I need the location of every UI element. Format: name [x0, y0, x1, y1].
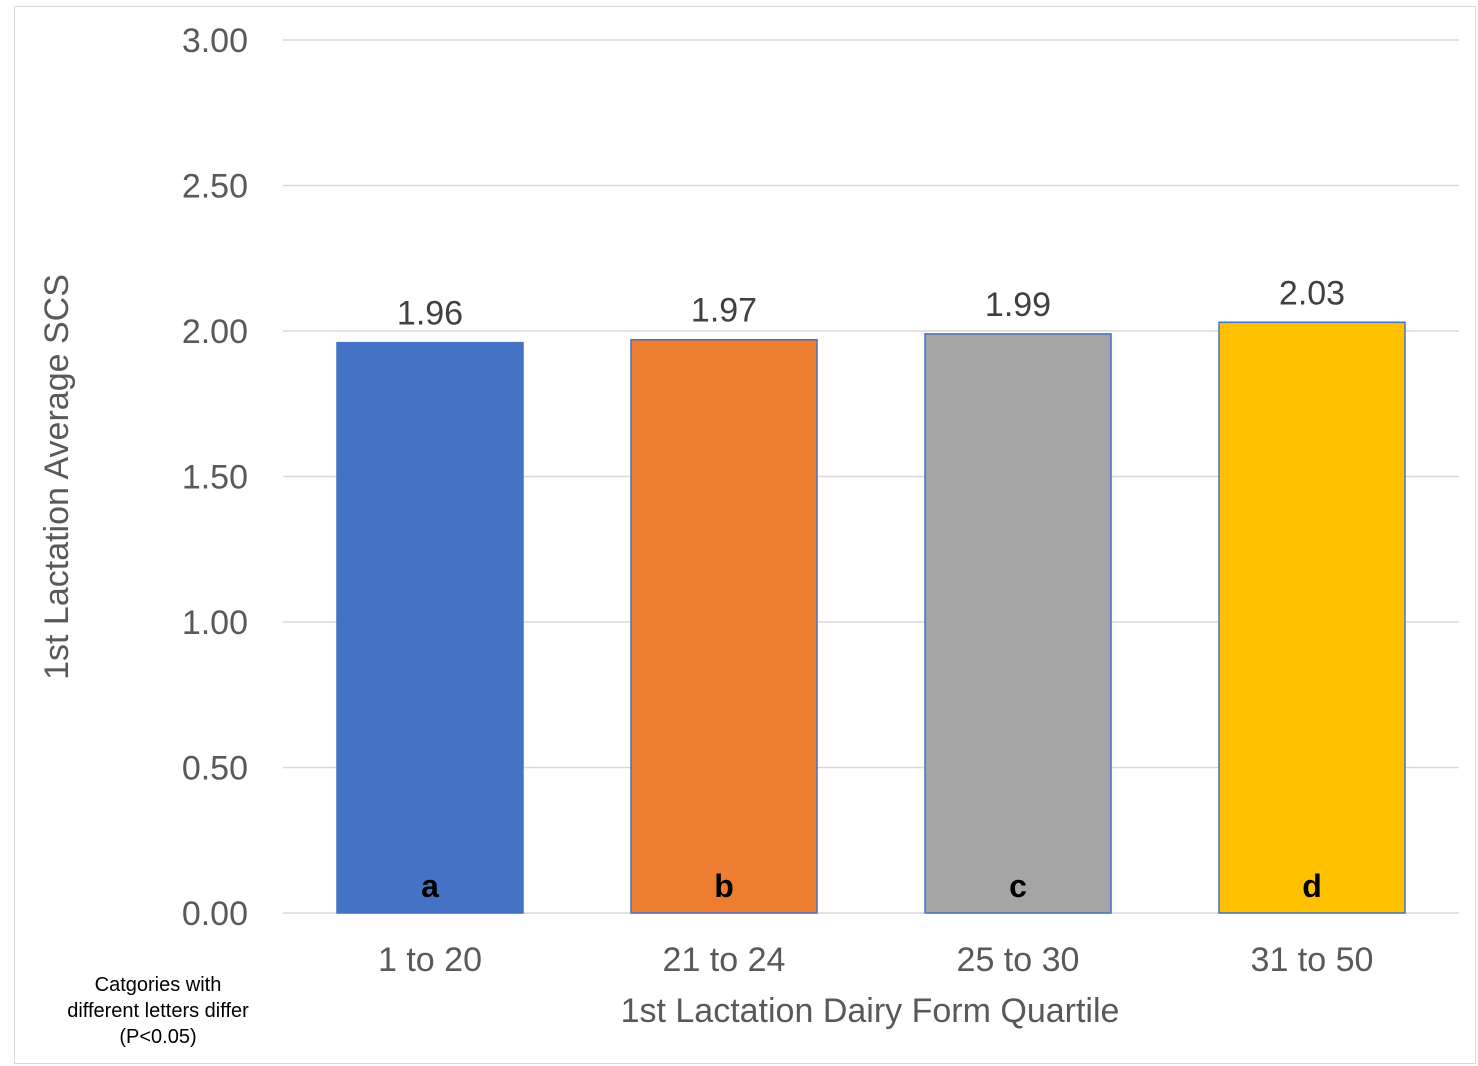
y-tick-label: 0.00	[182, 895, 248, 933]
y-tick-label: 1.00	[182, 604, 248, 642]
bar	[924, 333, 1112, 914]
significance-note: Catgories with different letters differ …	[40, 972, 276, 1050]
y-axis-label: 1st Lactation Average SCS	[38, 274, 76, 680]
x-tick-labels: 1 to 20 21 to 24 25 to 30 31 to 50	[378, 941, 1373, 979]
y-tick-label: 0.50	[182, 750, 248, 788]
data-label: 1.96	[397, 295, 463, 333]
note-line: Catgories with	[94, 974, 222, 996]
note-line: (P<0.05)	[119, 1026, 197, 1048]
x-tick-label: 25 to 30	[957, 941, 1080, 979]
x-tick-label: 31 to 50	[1251, 941, 1374, 979]
bar	[630, 338, 818, 914]
bar	[1218, 321, 1406, 914]
x-axis-label: 1st Lactation Dairy Form Quartile	[621, 992, 1120, 1030]
data-label: 2.03	[1279, 274, 1345, 312]
y-tick-label: 3.00	[182, 22, 248, 60]
group-letter: d	[1302, 868, 1322, 904]
data-label: 1.99	[985, 286, 1051, 324]
x-tick-label: 21 to 24	[663, 941, 786, 979]
x-tick-label: 1 to 20	[378, 941, 482, 979]
data-label: 1.97	[691, 292, 757, 330]
chart-frame	[14, 6, 1476, 1064]
bars: 1.96 a 1.97 b 1.99 c 2.03 d	[336, 274, 1406, 914]
bar	[336, 341, 524, 914]
y-tick-label: 1.50	[182, 459, 248, 497]
group-letter: a	[421, 868, 439, 904]
y-tick-label: 2.00	[182, 313, 248, 351]
y-tick-label: 2.50	[182, 168, 248, 206]
group-letter: c	[1009, 868, 1027, 904]
note-line: different letters differ	[67, 1000, 249, 1022]
group-letter: b	[714, 868, 734, 904]
y-tick-labels: 0.00 0.50 1.00 1.50 2.00 2.50 3.00	[182, 22, 248, 933]
